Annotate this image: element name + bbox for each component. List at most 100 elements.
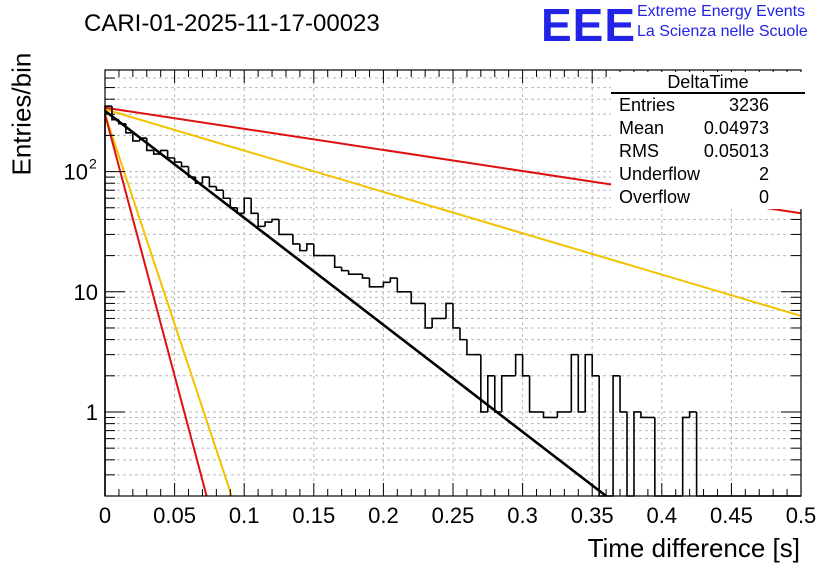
- histogram-bin: [528, 375, 537, 413]
- histogram-bin: [410, 291, 419, 305]
- y-tick-label: 10: [74, 280, 98, 305]
- histogram-bin: [445, 302, 453, 319]
- histogram-bin: [542, 411, 551, 419]
- stats-row-mean: Mean 0.04973: [611, 117, 805, 140]
- histogram-bin: [480, 354, 488, 413]
- histogram-bin: [208, 177, 217, 188]
- histogram-bin: [333, 255, 342, 269]
- histogram-bin: [264, 221, 273, 227]
- histogram-bin: [222, 190, 231, 200]
- histogram-bin: [361, 274, 370, 279]
- histogram-bin: [521, 354, 530, 377]
- histogram-bin: [313, 243, 321, 257]
- x-tick-label: 0.2: [368, 503, 399, 528]
- histogram-bin: [626, 411, 634, 497]
- histogram-bin: [591, 354, 600, 377]
- histogram-bin: [452, 303, 460, 329]
- stats-row-entries: Entries 3236: [611, 94, 805, 117]
- histogram-bin: [695, 411, 704, 497]
- histogram-bin: [556, 411, 565, 418]
- histogram-bin: [236, 207, 245, 215]
- curve-red-fast: [104, 113, 208, 497]
- histogram-bin: [201, 176, 210, 184]
- x-axis-label: Time difference [s]: [587, 533, 800, 563]
- histogram-bin: [598, 375, 607, 497]
- x-tick-label: 0.25: [432, 503, 475, 528]
- tick-labels: 0 0.05 0.1 0.15 0.2 0.25 0.3 0.35 0.4 0.45 0.5 1 10 1…: [64, 156, 817, 528]
- stats-box-title: DeltaTime: [611, 72, 805, 94]
- logo-line-2: La Scienza nelle Scuole: [637, 23, 808, 40]
- x-tick-label: 0.15: [292, 503, 335, 528]
- stats-label: RMS: [619, 141, 659, 161]
- histogram-bin: [382, 281, 391, 287]
- stats-label: Entries: [619, 95, 676, 115]
- histogram-bin: [125, 123, 133, 134]
- histogram-bin: [257, 213, 266, 228]
- grid-lines: [105, 69, 801, 497]
- y-tick-label: 10: [64, 160, 88, 185]
- histogram-bin: [194, 177, 203, 185]
- stats-row-overflow: Overflow 0: [611, 186, 805, 209]
- histogram-bin: [654, 417, 662, 497]
- eee-logo: EEE: [541, 0, 637, 51]
- x-tick-label: 0.05: [153, 503, 196, 528]
- histogram-bin: [229, 198, 238, 209]
- histogram-bin: [159, 149, 168, 155]
- histogram-bin: [278, 219, 286, 236]
- histogram-bin: [500, 374, 509, 412]
- histogram-bin: [514, 353, 523, 376]
- histogram-bin: [250, 198, 259, 215]
- histogram-bin: [368, 278, 377, 288]
- histogram-bin: [389, 277, 398, 283]
- curve-fit: [104, 109, 607, 498]
- x-tick-label: 0.3: [507, 503, 538, 528]
- histogram-bin: [145, 138, 154, 152]
- histogram-bin: [570, 353, 579, 412]
- stats-value: 0.04973: [703, 118, 769, 138]
- x-tick-label: 0: [99, 503, 111, 528]
- histogram-bin: [271, 218, 279, 223]
- histogram-bin: [619, 375, 627, 413]
- histogram-bin: [118, 119, 126, 125]
- histogram-bin: [396, 278, 405, 293]
- histogram-bin: [431, 317, 440, 328]
- stats-value: 3236: [728, 95, 769, 115]
- x-tick-label: 0.35: [571, 503, 614, 528]
- stats-label: Underflow: [619, 164, 701, 184]
- histogram-bin: [584, 353, 593, 412]
- histogram-bin: [111, 106, 119, 121]
- stats-label: Overflow: [619, 187, 691, 207]
- curve-yellow-fast: [104, 113, 233, 497]
- histogram-bin: [612, 374, 621, 496]
- stats-box: DeltaTime Entries 3236 Mean 0.04973 RMS 0.050…: [611, 72, 805, 209]
- histogram-bin: [633, 411, 641, 496]
- histogram-bin: [243, 197, 252, 214]
- histogram-bin: [459, 327, 467, 341]
- stats-value: 2: [758, 164, 769, 184]
- histogram-bin: [347, 270, 356, 276]
- histogram-bin: [139, 137, 147, 141]
- y-axis-label: Entries/bin: [6, 52, 37, 176]
- logo-line-1: Extreme Energy Events: [637, 3, 806, 20]
- histogram-bin: [424, 303, 433, 329]
- histogram-bin: [104, 105, 112, 496]
- histogram-bin: [292, 234, 300, 245]
- stats-row-rms: RMS 0.05013: [611, 140, 805, 163]
- chart-title: CARI-01-2025-11-17-00023: [84, 10, 380, 37]
- histogram-bin: [577, 354, 586, 413]
- stats-row-underflow: Underflow 2: [611, 163, 805, 186]
- x-tick-label: 0.1: [229, 503, 260, 528]
- stats-label: Mean: [619, 118, 665, 138]
- histogram-bin: [681, 416, 690, 496]
- histogram-bin: [493, 375, 502, 413]
- histogram-bin: [306, 243, 314, 251]
- histogram-bin: [466, 339, 474, 356]
- x-tick-label: 0.4: [647, 503, 678, 528]
- x-tick-label: 0.45: [710, 503, 753, 528]
- curve-yellow-slow: [104, 108, 802, 317]
- histogram-bin: [640, 411, 648, 419]
- histogram-bin: [299, 243, 307, 252]
- x-tick-label: 0.5: [786, 503, 817, 528]
- histogram-bin: [215, 186, 224, 192]
- histogram-bin: [132, 132, 140, 142]
